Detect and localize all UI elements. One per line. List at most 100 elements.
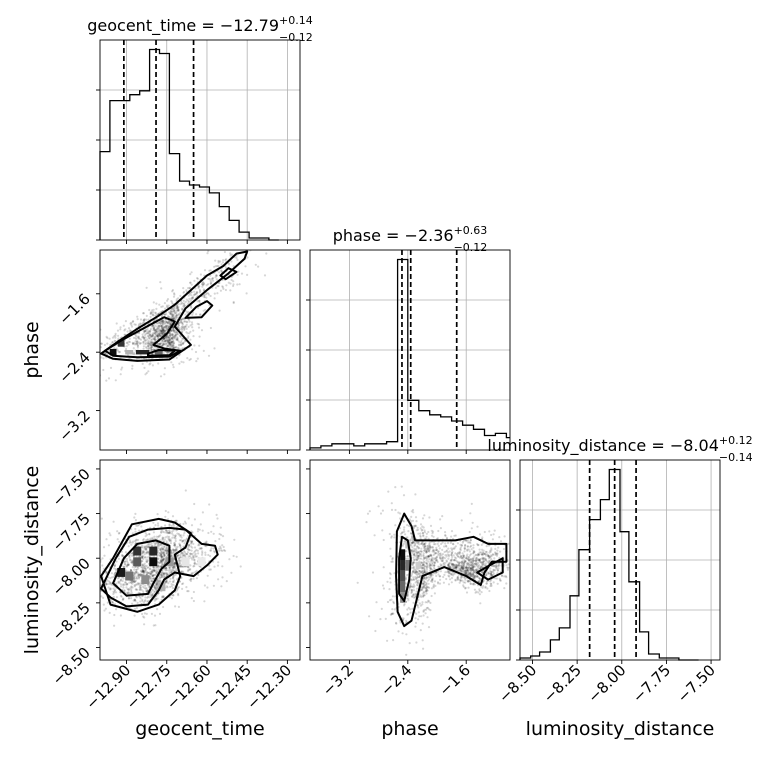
scatter-point [164,509,167,513]
scatter-point [441,557,444,561]
scatter-point [136,341,139,344]
joint-inner [100,229,268,382]
scatter-point [465,568,468,572]
scatter-point [443,564,446,567]
scatter-point [478,551,481,554]
scatter-point [187,545,190,549]
scatter-point [410,537,414,540]
scatter-point [463,566,466,569]
scatter-point [154,334,157,337]
scatter-point [187,336,190,339]
scatter-point [131,342,135,345]
scatter-point [416,558,419,561]
scatter-point [174,331,177,335]
scatter-point [162,320,165,323]
scatter-point [146,343,149,346]
scatter-point [161,530,164,533]
scatter-point [179,522,182,526]
scatter-point [412,541,415,544]
scatter-point [435,558,438,562]
scatter-point [428,516,431,519]
scatter-point [200,329,204,332]
scatter-point [107,544,110,547]
scatter-point [133,598,136,601]
scatter-point [504,575,507,578]
scatter-point [479,585,483,588]
scatter-point [161,321,164,324]
scatter-point [171,290,174,293]
scatter-point [165,529,168,532]
scatter-point [410,588,413,591]
scatter-point [111,341,114,344]
scatter-point [412,541,415,544]
scatter-point [476,569,479,572]
scatter-point [487,554,490,558]
scatter-point [414,581,417,584]
scatter-point [480,553,484,556]
scatter-point [161,329,164,332]
scatter-point [425,550,428,553]
scatter-point [183,304,186,307]
scatter-point [188,568,191,572]
scatter-point [203,269,207,272]
scatter-point [150,344,153,347]
scatter-point [122,584,125,587]
scatter-point [135,568,138,571]
scatter-point [162,559,165,562]
scatter-point [189,552,192,555]
scatter-point [193,279,196,282]
scatter-point [159,572,162,575]
scatter-point [474,571,477,574]
scatter-point [410,588,414,592]
scatter-point [381,584,385,587]
scatter-point [168,338,171,341]
scatter-point [150,542,153,546]
scatter-point [455,565,458,569]
scatter-point [458,551,461,555]
scatter-point [430,587,433,590]
scatter-point [162,337,165,341]
scatter-point [142,342,145,345]
scatter-point [139,597,142,600]
scatter-point [172,524,175,527]
scatter-point [209,282,212,285]
scatter-point [179,335,182,338]
scatter-point [153,331,156,334]
scatter-point [177,605,180,609]
scatter-point [150,344,153,347]
scatter-point [210,278,213,281]
scatter-point [400,532,403,535]
scatter-point [399,512,402,515]
scatter-point [168,339,171,342]
scatter-point [167,531,170,534]
scatter-point [167,315,170,318]
scatter-point [478,559,481,562]
scatter-point [456,576,459,579]
scatter-point [150,544,153,548]
scatter-point [422,594,425,597]
scatter-point [394,508,397,512]
scatter-point [424,547,427,551]
scatter-point [170,307,174,310]
scatter-point [105,538,108,541]
scatter-point [471,567,474,570]
scatter-point [172,583,175,586]
scatter-point [453,559,456,562]
scatter-point [446,553,449,556]
scatter-point [478,548,481,551]
scatter-point [164,340,167,343]
scatter-point [128,337,131,340]
scatter-point [210,281,213,284]
scatter-point [228,229,230,231]
scatter-point [155,535,158,538]
scatter-point [413,552,416,555]
joint-inner [100,489,242,627]
scatter-point [406,594,409,597]
scatter-point [141,333,144,336]
scatter-point [450,572,453,575]
scatter-point [439,518,442,521]
scatter-point [149,593,152,596]
scatter-point [171,569,174,572]
scatter-point [475,559,478,562]
scatter-point [161,546,164,549]
